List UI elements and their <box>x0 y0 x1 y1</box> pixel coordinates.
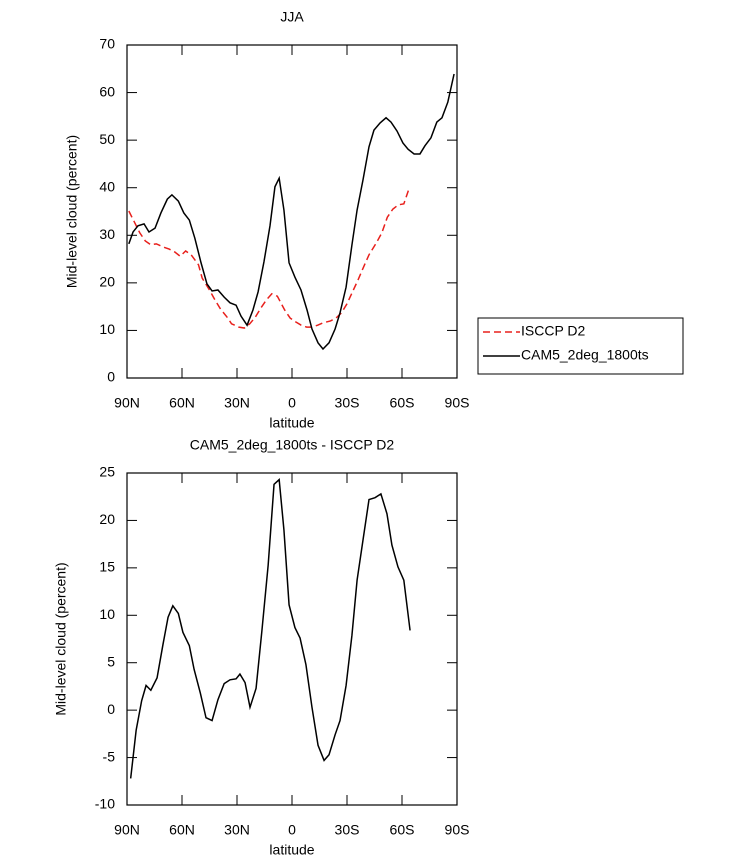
x-tick-label: 30S <box>335 395 360 411</box>
y-axis-label: Mid-level cloud (percent) <box>53 562 69 715</box>
data-line <box>128 73 455 351</box>
x-tick-label: 30S <box>335 822 360 838</box>
x-tick-label: 0 <box>288 822 296 838</box>
y-tick-label: 20 <box>99 511 115 527</box>
x-tick-label: 60S <box>390 822 415 838</box>
x-tick-label: 90N <box>114 395 140 411</box>
plot-frame <box>126 472 458 806</box>
y-tick-label: -10 <box>95 796 115 812</box>
chart-title: JJA <box>280 9 304 25</box>
legend-box <box>477 317 684 375</box>
legend-label: CAM5_2deg_1800ts <box>521 347 649 363</box>
y-tick-label: 20 <box>99 274 115 290</box>
y-tick-label: 30 <box>99 226 115 242</box>
chart-title: CAM5_2deg_1800ts - ISCCP D2 <box>190 437 395 453</box>
x-tick-label: 90N <box>114 822 140 838</box>
y-tick-label: 0 <box>107 701 115 717</box>
x-tick-label: 60N <box>169 822 195 838</box>
legend-label: ISCCP D2 <box>521 323 586 339</box>
y-tick-label: 70 <box>99 36 115 52</box>
y-tick-label: 40 <box>99 178 115 194</box>
x-tick-label: 90S <box>445 395 470 411</box>
y-tick-label: 50 <box>99 131 115 147</box>
x-axis-label: latitude <box>269 842 314 858</box>
data-line <box>129 478 411 779</box>
x-tick-label: 0 <box>288 395 296 411</box>
x-tick-label: 90S <box>445 822 470 838</box>
x-tick-label: 60S <box>390 395 415 411</box>
x-tick-label: 30N <box>224 395 250 411</box>
x-axis-label: latitude <box>269 415 314 431</box>
y-tick-label: 10 <box>99 606 115 622</box>
y-tick-label: 15 <box>99 559 115 575</box>
y-tick-label: 10 <box>99 321 115 337</box>
plot-frame <box>126 44 458 379</box>
y-tick-label: 60 <box>99 83 115 99</box>
y-tick-label: 5 <box>107 653 115 669</box>
y-axis-label: Mid-level cloud (percent) <box>64 135 80 288</box>
y-tick-label: -5 <box>103 748 116 764</box>
x-tick-label: 60N <box>169 395 195 411</box>
y-tick-label: 0 <box>107 369 115 385</box>
x-tick-label: 30N <box>224 822 250 838</box>
data-line <box>128 187 411 329</box>
y-tick-label: 25 <box>99 464 115 480</box>
